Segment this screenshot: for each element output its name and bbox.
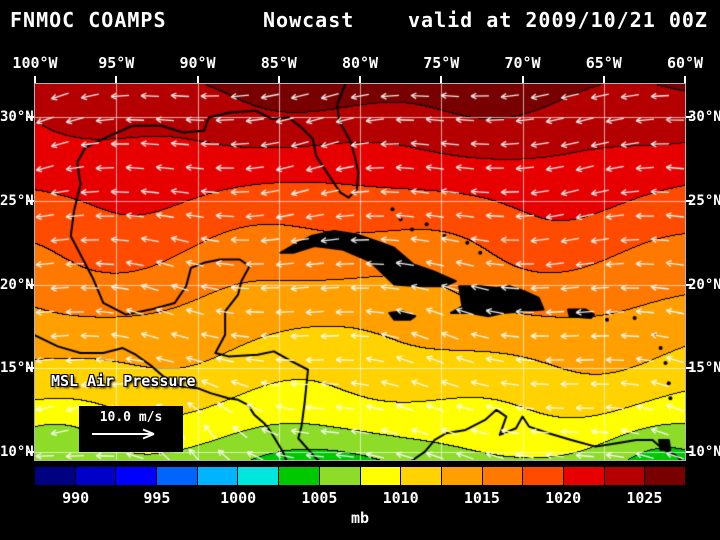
colorbar-segment: [157, 467, 198, 485]
colorbar-tick-label: 1025: [626, 489, 663, 507]
lon-label: 60°W: [666, 54, 704, 72]
colorbar-segment: [75, 467, 117, 485]
colorbar-tick-label: 1000: [220, 489, 257, 507]
colorbar-tick-label: 1015: [463, 489, 500, 507]
lon-label: 80°W: [341, 54, 379, 72]
lat-label: 30°N: [688, 109, 720, 126]
colorbar-segment: [645, 467, 685, 485]
lon-label: 70°W: [504, 54, 541, 72]
colorbar-segment: [523, 467, 564, 485]
lat-tick: [28, 283, 34, 286]
colorbar-tick-label: 995: [143, 489, 171, 507]
colorbar-segment: [319, 467, 361, 485]
lat-tick: [686, 283, 692, 286]
wind-reference-legend: 10.0 m/s: [79, 406, 183, 452]
colorbar-segment: [197, 467, 239, 485]
lat-label: 25°N: [688, 192, 720, 209]
lon-tick: [684, 76, 686, 83]
lon-tick: [277, 76, 280, 83]
pressure-field-canvas: [35, 84, 685, 460]
lat-tick: [28, 367, 34, 370]
lat-tick: [28, 199, 34, 202]
colorbar-segment: [604, 467, 646, 485]
lat-label: 30°N: [0, 109, 34, 126]
product-name: Nowcast: [263, 8, 355, 32]
lat-tick: [686, 367, 692, 370]
colorbar-segment: [35, 467, 76, 485]
colorbar-tick-label: 990: [62, 489, 90, 507]
lon-tick: [115, 76, 118, 83]
colorbar-segment: [116, 467, 158, 485]
lat-label: 10°N: [0, 443, 34, 460]
lat-label: 15°N: [0, 360, 34, 377]
field-label: MSL Air Pressure: [51, 372, 196, 390]
colorbar-segment: [401, 467, 442, 485]
lat-label: 20°N: [0, 276, 34, 293]
colorbar-tick-label: 1020: [545, 489, 582, 507]
lon-label: 75°W: [423, 54, 460, 72]
lon-tick: [359, 76, 361, 83]
lon-tick: [440, 76, 443, 83]
lon-label: 90°W: [179, 54, 216, 72]
lat-tick: [686, 199, 692, 202]
lon-tick: [602, 76, 605, 83]
colorbar-segment: [441, 467, 483, 485]
lon-label: 95°W: [98, 54, 135, 72]
lon-tick: [196, 76, 199, 83]
lat-tick: [28, 116, 34, 119]
map-area: MSL Air Pressure 10.0 m/s: [34, 83, 686, 461]
colorbar-segment: [238, 467, 280, 485]
colorbar-segment: [482, 467, 524, 485]
colorbar-segment: [563, 467, 605, 485]
colorbar-tick-label: 1010: [382, 489, 419, 507]
lon-label: 100°W: [12, 54, 58, 72]
lat-tick: [686, 450, 692, 453]
colorbar-segment: [279, 467, 320, 485]
model-name: FNMOC COAMPS: [10, 8, 167, 32]
lon-label: 85°W: [260, 54, 297, 72]
wind-reference-arrow-icon: [92, 428, 155, 440]
lat-label: 20°N: [688, 276, 720, 293]
colorbar-segment: [360, 467, 402, 485]
lat-label: 25°N: [0, 192, 34, 209]
lon-label: 65°W: [585, 54, 622, 72]
colorbar: [35, 467, 685, 485]
lat-label: 10°N: [688, 443, 720, 460]
valid-time: valid at 2009/10/21 00Z: [408, 8, 708, 32]
colorbar-unit: mb: [350, 509, 370, 527]
lat-label: 15°N: [688, 360, 720, 377]
colorbar-tick-label: 1005: [301, 489, 338, 507]
lon-tick: [521, 76, 524, 83]
lat-tick: [686, 116, 692, 119]
lat-tick: [28, 450, 34, 453]
lon-tick: [34, 76, 36, 83]
wind-reference-label: 10.0 m/s: [99, 410, 163, 425]
